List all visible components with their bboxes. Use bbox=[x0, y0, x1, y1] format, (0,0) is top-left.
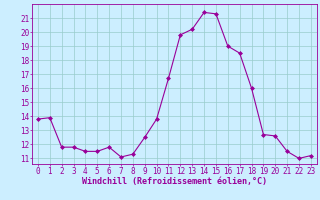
X-axis label: Windchill (Refroidissement éolien,°C): Windchill (Refroidissement éolien,°C) bbox=[82, 177, 267, 186]
